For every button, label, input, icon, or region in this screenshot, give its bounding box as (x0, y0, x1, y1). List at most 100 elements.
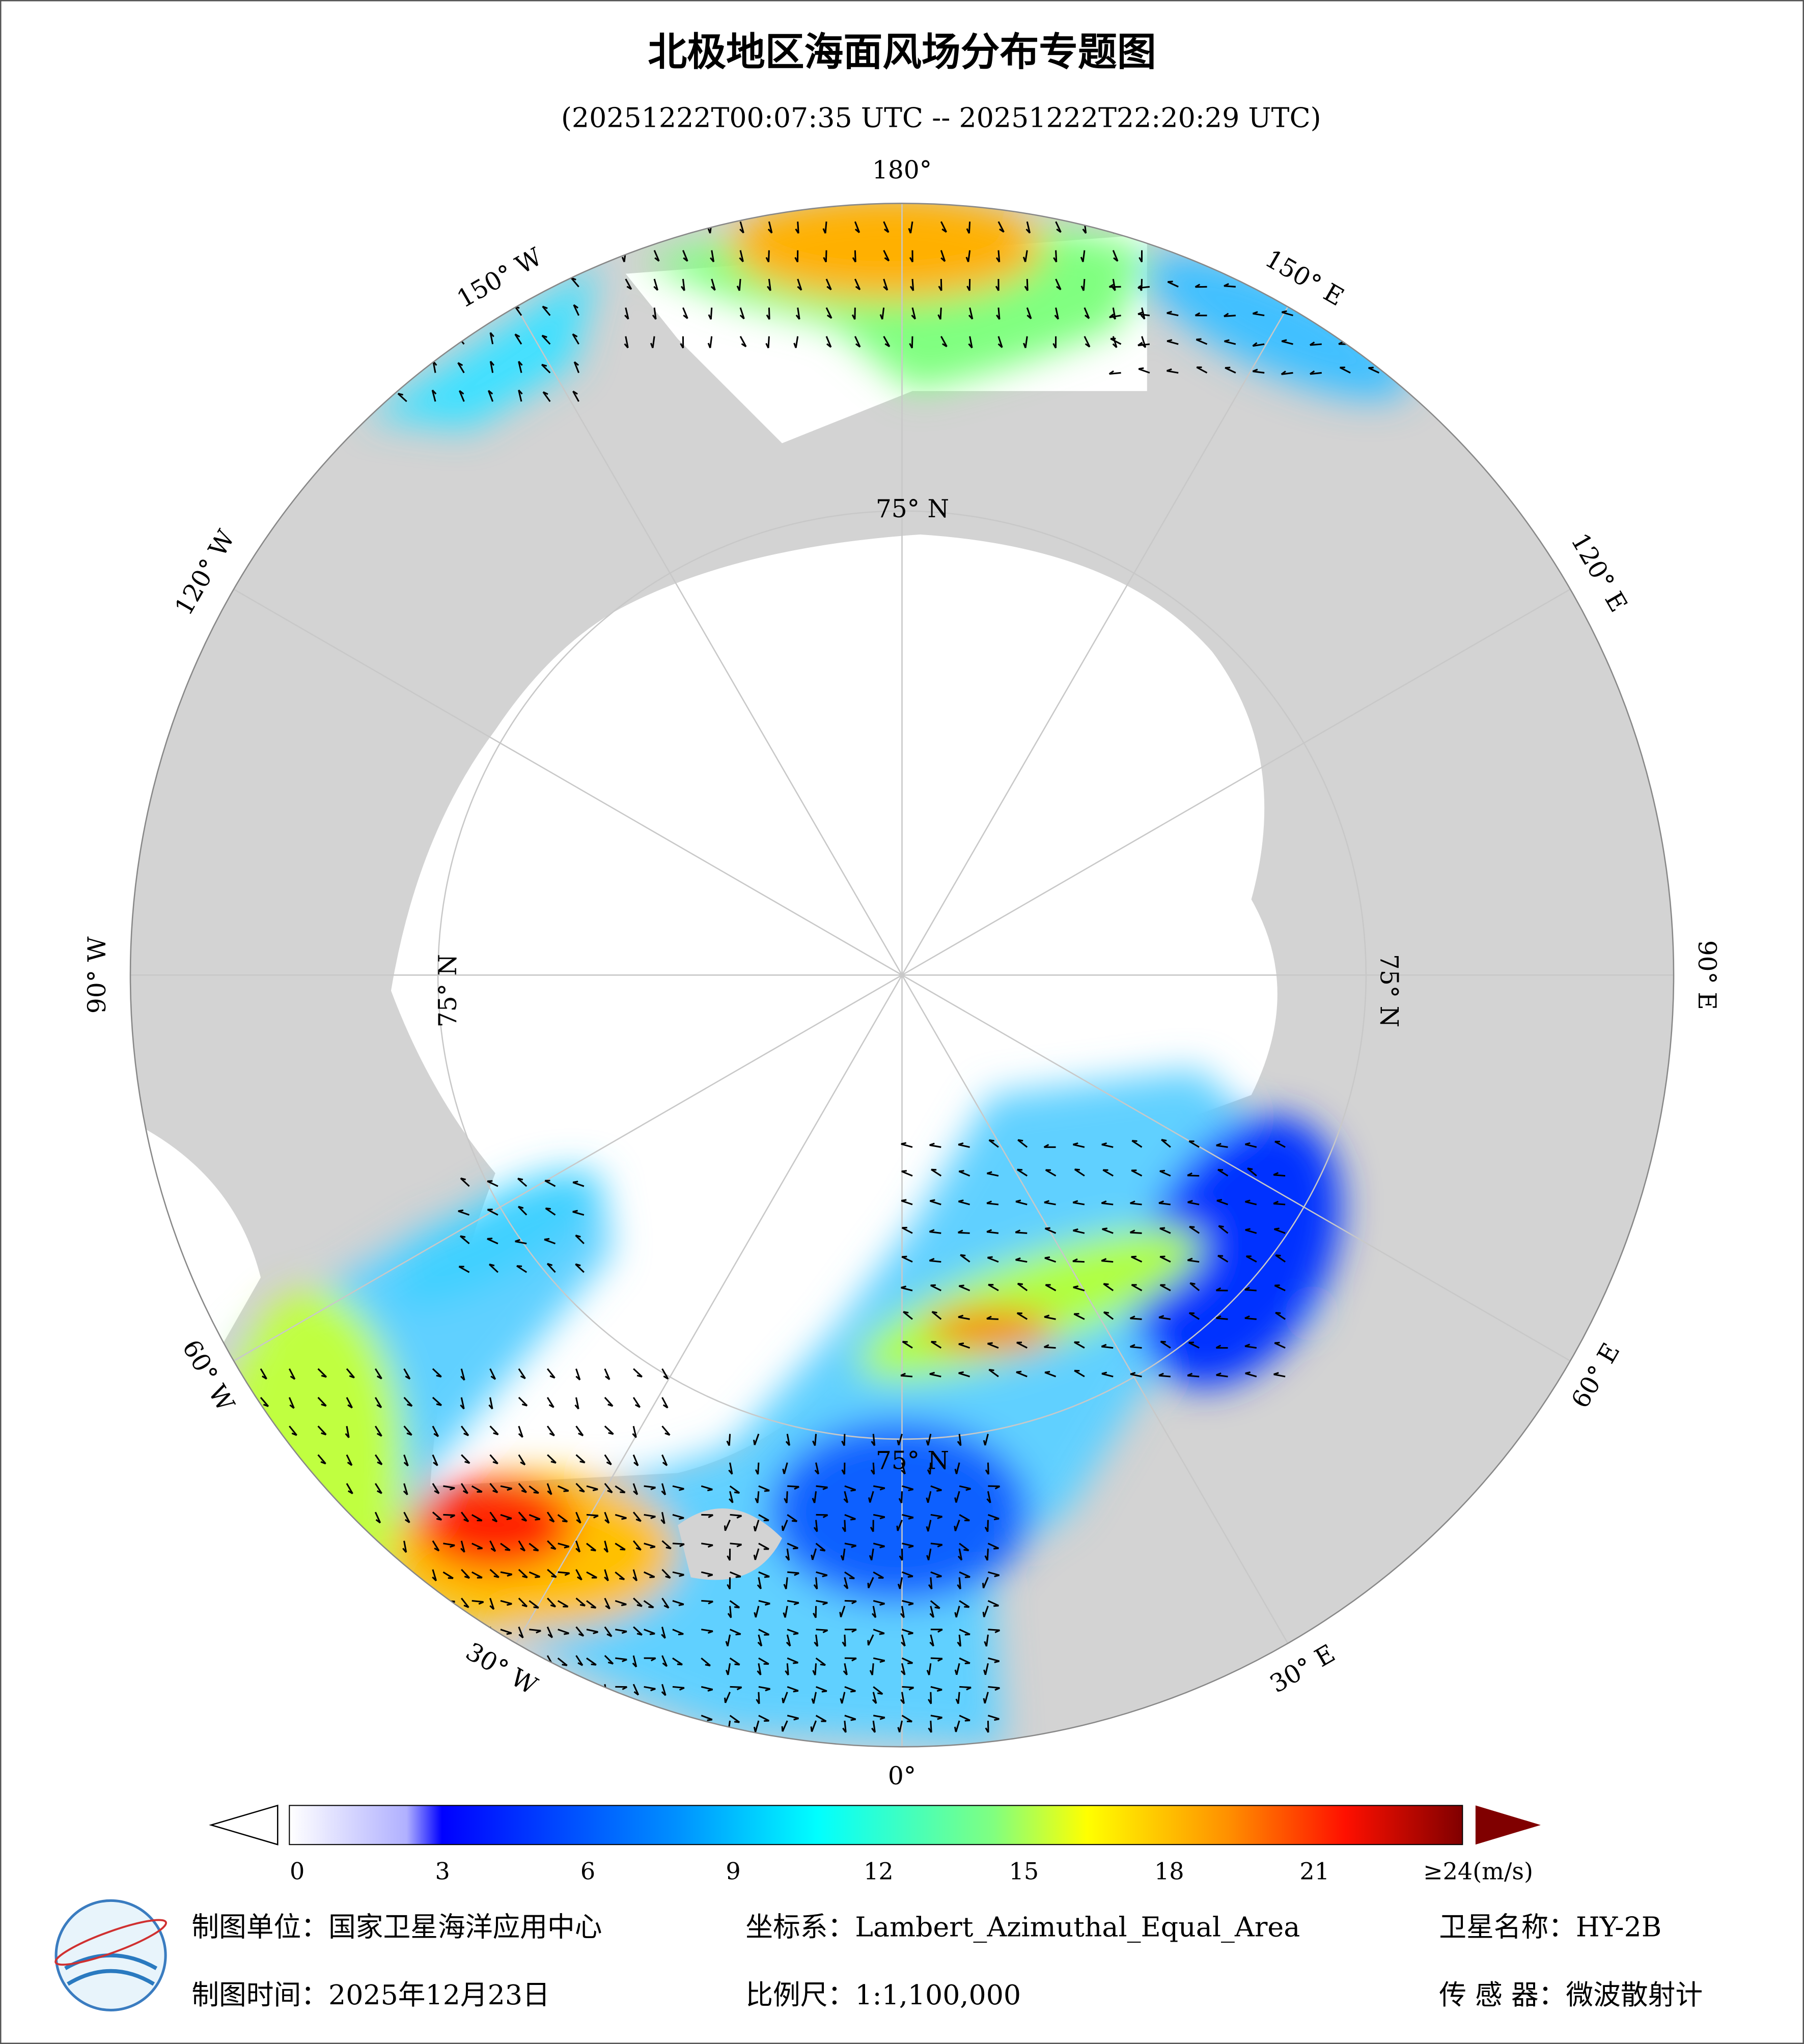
wind-arrow (959, 1715, 970, 1721)
wind-arrow-head (664, 1432, 670, 1436)
wind-arrow-head (635, 1404, 641, 1408)
colorbar-min-extend (209, 1804, 279, 1845)
wind-arrow (1131, 1140, 1143, 1148)
wind-arrow (958, 1200, 970, 1206)
wind-arrow (815, 1686, 827, 1692)
wind-arrow-head (1054, 315, 1059, 320)
wind-arrow (546, 1397, 554, 1408)
wind-arrow-head (1082, 228, 1087, 234)
wind-arrow-head (964, 1633, 970, 1636)
wind-arrow-head (822, 228, 826, 234)
wind-arrow (461, 1598, 469, 1608)
wind-arrow (727, 1663, 731, 1675)
wind-arrow-head (1252, 311, 1258, 315)
wind-arrow-head (793, 1717, 799, 1721)
wind-arrow (1158, 1202, 1171, 1206)
wind-arrow (911, 278, 914, 291)
wind-arrow (672, 1686, 685, 1689)
wind-arrow (902, 1629, 913, 1634)
wind-arrow (1244, 1317, 1257, 1320)
wind-arrow (1273, 1202, 1286, 1206)
wind-arrow-head (1274, 1284, 1280, 1286)
wind-arrow-head (345, 1433, 350, 1438)
wind-arrow (1112, 250, 1119, 262)
wind-arrow-head (349, 1375, 355, 1379)
wind-arrow (958, 1143, 970, 1148)
wind-arrow (1112, 278, 1116, 291)
wind-arrow (1189, 1226, 1200, 1234)
wind-arrow-head (507, 1488, 512, 1491)
wind-arrow-head (464, 1461, 470, 1464)
wind-arrow (1244, 1345, 1257, 1349)
wind-arrow-head (572, 1210, 578, 1213)
wind-arrow (432, 1483, 440, 1494)
wind-arrow (289, 1425, 297, 1436)
wind-arrow-head (766, 314, 770, 320)
wind-arrow-head (650, 1487, 656, 1491)
wind-arrow (1017, 1283, 1028, 1292)
wind-arrow (709, 336, 713, 348)
wind-arrow (873, 1514, 885, 1518)
wind-arrow (374, 1511, 381, 1523)
wind-arrow-head (1085, 343, 1090, 348)
wind-arrow (701, 1629, 713, 1632)
wind-arrow (883, 335, 891, 347)
wind-arrow (542, 391, 551, 402)
wind-arrow-head (814, 1469, 819, 1475)
wind-arrow (374, 1397, 382, 1408)
wind-arrow-head (460, 1548, 465, 1553)
wind-arrow-head (662, 1662, 668, 1667)
wind-arrow-head (1158, 1314, 1164, 1319)
wind-arrow (727, 1634, 731, 1646)
wind-arrow-head (632, 1576, 637, 1582)
wind-arrow-head (542, 334, 547, 338)
wind-arrow (1187, 1174, 1200, 1177)
wind-arrow (586, 1514, 599, 1517)
wind-arrow (488, 1264, 498, 1273)
wind-arrow (403, 1368, 411, 1380)
wind-arrow (901, 1663, 906, 1675)
wind-arrow (757, 1462, 760, 1475)
wind-arrow (575, 1368, 581, 1380)
wind-arrow (518, 1627, 524, 1638)
wind-arrow-head (521, 1403, 528, 1407)
wind-arrow-head (725, 1641, 729, 1647)
wind-arrow-head (487, 1180, 493, 1182)
wind-arrow-head (937, 1544, 943, 1548)
wind-arrow-head (375, 1519, 381, 1524)
wind-arrow-head (606, 1633, 612, 1637)
wind-arrow (518, 1396, 528, 1407)
wind-arrow-head (547, 1634, 553, 1638)
wind-arrow (954, 1520, 960, 1531)
wind-arrow-head (822, 1629, 828, 1633)
wind-arrow-head (661, 1691, 667, 1696)
wind-arrow (1310, 372, 1322, 375)
wind-arrow (403, 1483, 408, 1495)
wind-arrow (724, 1520, 731, 1531)
wind-arrow (575, 1482, 585, 1493)
wind-arrow (787, 1629, 799, 1634)
wind-arrow-head (850, 1489, 856, 1492)
wind-arrow (1015, 1200, 1028, 1206)
wind-arrow-head (928, 1584, 933, 1590)
wind-arrow-head (633, 1462, 639, 1467)
wind-arrow (815, 1462, 819, 1474)
wind-arrow-head (547, 1263, 553, 1266)
wind-arrow (1160, 1340, 1171, 1349)
wind-arrow-head (710, 257, 714, 263)
wind-arrow-head (968, 315, 973, 320)
wind-arrow (783, 1462, 788, 1474)
wind-arrow (575, 1655, 584, 1666)
wind-arrow-head (488, 1404, 493, 1410)
wind-arrow-head (1073, 1228, 1078, 1231)
wind-arrow (432, 1425, 439, 1437)
wind-arrow-head (936, 1689, 942, 1692)
wind-arrow-head (291, 1432, 297, 1436)
wind-arrow-head (736, 285, 740, 291)
wind-arrow (604, 1368, 610, 1380)
wind-arrow (544, 1239, 556, 1245)
wind-arrow-head (901, 1641, 906, 1647)
wind-arrow (471, 1543, 483, 1549)
wind-arrow (782, 1692, 788, 1703)
wind-arrow (1024, 250, 1028, 262)
